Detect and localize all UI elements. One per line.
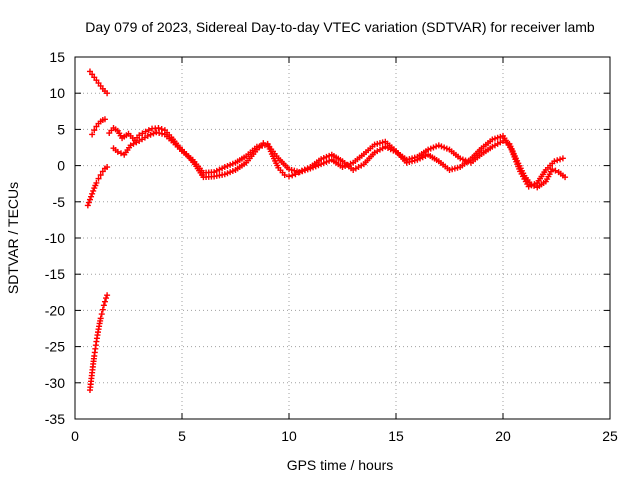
data-point	[155, 124, 162, 131]
data-point	[100, 302, 107, 309]
x-tick-label: 20	[495, 428, 511, 444]
data-point	[101, 298, 108, 305]
data-point	[145, 127, 152, 134]
data-point	[98, 311, 105, 318]
series-arc-early-high	[86, 68, 111, 97]
data-point	[525, 183, 532, 190]
y-tick-label: 15	[49, 49, 65, 65]
data-point	[84, 202, 91, 209]
y-tick-label: 10	[49, 85, 65, 101]
x-tick-label: 0	[71, 428, 79, 444]
y-tick-label: -5	[53, 194, 66, 210]
data-point	[554, 157, 561, 164]
series-arc-early-mid	[89, 116, 108, 138]
data-point	[118, 150, 125, 157]
data-point	[104, 90, 111, 97]
data-point	[557, 156, 564, 163]
series-track-secondary	[110, 129, 566, 190]
data-point	[139, 130, 146, 137]
axis-ticks: 0 5 10 15 20 25 -35 -30 -25 -20 -15 -10 -5 0 5 10 15	[45, 49, 618, 444]
data-point	[103, 295, 110, 302]
data-point	[150, 130, 157, 137]
data-point	[147, 131, 154, 138]
data-point	[549, 166, 556, 173]
data-point	[551, 158, 558, 165]
data-point	[88, 193, 95, 200]
x-tick-label: 10	[281, 428, 297, 444]
x-tick-label: 25	[602, 428, 618, 444]
data-point	[153, 129, 160, 136]
y-tick-label: -20	[45, 302, 65, 318]
data-point	[552, 167, 559, 174]
data-point	[562, 174, 569, 181]
data-point	[99, 306, 106, 313]
y-tick-label: -30	[45, 375, 65, 391]
data-point	[90, 187, 97, 194]
data-point	[95, 175, 102, 182]
data-point	[144, 132, 151, 139]
data-point	[559, 155, 566, 162]
series-arc-early-low	[84, 164, 111, 209]
data-point	[86, 196, 93, 203]
y-axis-title: SDTVAR / TECUs	[5, 182, 21, 294]
data-point	[104, 164, 111, 171]
data-point	[528, 182, 535, 189]
data-point	[89, 131, 96, 138]
data-point	[93, 179, 100, 186]
data-point	[97, 172, 104, 179]
data-point	[286, 173, 292, 180]
data-point	[91, 127, 98, 134]
data-point	[159, 130, 166, 137]
y-tick-label: 5	[57, 121, 65, 137]
data-point	[136, 132, 143, 139]
chart-title: Day 079 of 2023, Sidereal Day-to-day VTE…	[85, 19, 595, 35]
series-arc-early-deep	[86, 292, 111, 394]
y-tick-label: -25	[45, 339, 65, 355]
data-marks	[84, 68, 569, 394]
data-point	[97, 315, 104, 322]
data-point	[104, 292, 111, 299]
data-point	[89, 190, 96, 197]
y-tick-label: -15	[45, 266, 65, 282]
x-tick-label: 5	[178, 428, 186, 444]
data-point	[281, 172, 288, 179]
data-point	[156, 130, 163, 137]
data-point	[289, 172, 296, 179]
data-point	[142, 128, 149, 135]
y-tick-label: 0	[57, 158, 65, 174]
x-axis-title: GPS time / hours	[287, 457, 394, 473]
data-point	[531, 181, 538, 188]
data-point	[101, 116, 108, 123]
y-tick-label: -10	[45, 230, 65, 246]
data-point	[85, 199, 92, 206]
x-tick-label: 15	[388, 428, 404, 444]
grid	[75, 57, 610, 419]
data-point	[114, 148, 121, 155]
y-tick-label: -35	[45, 411, 65, 427]
